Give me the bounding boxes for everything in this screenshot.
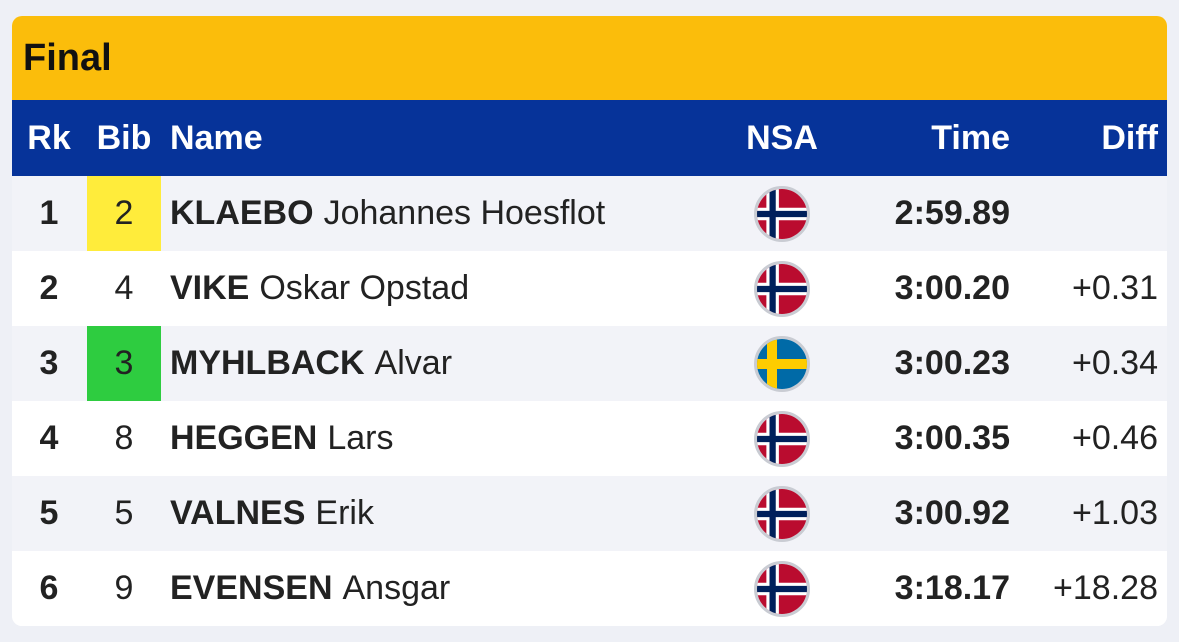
diff-cell (1012, 176, 1158, 251)
norway-flag-icon (754, 260, 810, 317)
athlete-surname: EVENSEN (170, 569, 333, 607)
rank-cell: 2 (39, 269, 59, 307)
table-row-3[interactable]: 3 3 MYHLBACK Alvar 3:00.23 +0.34 (12, 326, 1167, 401)
bib-cell: 3 (87, 326, 161, 401)
bib-cell: 2 (87, 176, 161, 251)
athlete-surname: KLAEBO (170, 194, 314, 232)
header-name[interactable]: Name (170, 118, 263, 157)
athlete-surname: MYHLBACK (170, 344, 365, 382)
athlete-given-name: Lars (327, 419, 394, 457)
table-row-2[interactable]: 2 4 VIKE Oskar Opstad 3:00.20 +0.31 (12, 251, 1167, 326)
athlete-name[interactable]: VIKE Oskar Opstad (170, 251, 730, 326)
rank-cell: 5 (39, 494, 59, 532)
table-row-1[interactable]: 1 2 KLAEBO Johannes Hoesflot 2:59.89 (12, 176, 1167, 251)
athlete-surname: VIKE (170, 269, 250, 307)
header-rank[interactable]: Rk (27, 118, 71, 157)
time-cell: 3:00.92 (894, 494, 1010, 532)
results-card: Final Rk Bib Name NSA Time Diff 1 2 KLAE… (12, 16, 1167, 626)
table-row-6[interactable]: 6 9 EVENSEN Ansgar 3:18.17 +18.28 (12, 551, 1167, 626)
title-bar: Final (12, 16, 1167, 100)
bib-number: 4 (114, 269, 134, 307)
norway-flag-icon (754, 560, 810, 617)
bib-cell: 8 (87, 401, 161, 476)
bib-number: 5 (114, 494, 134, 532)
bib-number: 9 (114, 569, 134, 607)
nsa-cell (730, 401, 834, 476)
table-row-4[interactable]: 4 8 HEGGEN Lars 3:00.35 +0.46 (12, 401, 1167, 476)
athlete-given-name: Erik (315, 494, 374, 532)
time-cell: 3:00.35 (894, 419, 1010, 457)
time-cell: 3:00.23 (894, 344, 1010, 382)
time-cell: 3:00.20 (894, 269, 1010, 307)
norway-flag-icon (754, 485, 810, 542)
table-header: Rk Bib Name NSA Time Diff (12, 100, 1167, 176)
norway-flag-icon (754, 410, 810, 467)
athlete-given-name: Oskar Opstad (259, 269, 470, 307)
athlete-given-name: Alvar (374, 344, 453, 382)
diff-cell: +1.03 (1071, 494, 1158, 532)
diff-cell: +0.46 (1071, 419, 1158, 457)
rank-cell: 6 (39, 569, 59, 607)
bib-number: 3 (87, 326, 161, 401)
athlete-name[interactable]: KLAEBO Johannes Hoesflot (170, 176, 730, 251)
diff-cell: +0.31 (1071, 269, 1158, 307)
bib-cell: 5 (87, 476, 161, 551)
diff-cell: +0.34 (1071, 344, 1158, 382)
bib-number: 2 (87, 176, 161, 251)
bib-cell: 9 (87, 551, 161, 626)
time-cell: 3:18.17 (894, 569, 1010, 607)
diff-cell: +18.28 (1053, 569, 1158, 607)
results-table-body: 1 2 KLAEBO Johannes Hoesflot 2:59.89 2 4… (12, 176, 1167, 626)
nsa-cell (730, 326, 834, 401)
athlete-given-name: Johannes Hoesflot (323, 194, 606, 232)
bib-number: 8 (114, 419, 134, 457)
athlete-given-name: Ansgar (342, 569, 451, 607)
athlete-surname: HEGGEN (170, 419, 318, 457)
rank-cell: 1 (39, 194, 59, 232)
page-title: Final (23, 36, 112, 79)
nsa-cell (730, 476, 834, 551)
time-cell: 2:59.89 (894, 194, 1010, 232)
header-diff[interactable]: Diff (1101, 118, 1158, 157)
sweden-flag-icon (754, 335, 810, 392)
bib-cell: 4 (87, 251, 161, 326)
athlete-name[interactable]: VALNES Erik (170, 476, 730, 551)
nsa-cell (730, 176, 834, 251)
rank-cell: 3 (39, 344, 59, 382)
header-time[interactable]: Time (931, 118, 1010, 157)
header-bib[interactable]: Bib (96, 118, 152, 157)
rank-cell: 4 (39, 419, 59, 457)
athlete-name[interactable]: EVENSEN Ansgar (170, 551, 730, 626)
nsa-cell (730, 551, 834, 626)
table-row-5[interactable]: 5 5 VALNES Erik 3:00.92 +1.03 (12, 476, 1167, 551)
nsa-cell (730, 251, 834, 326)
athlete-name[interactable]: HEGGEN Lars (170, 401, 730, 476)
athlete-surname: VALNES (170, 494, 306, 532)
norway-flag-icon (754, 185, 810, 242)
athlete-name[interactable]: MYHLBACK Alvar (170, 326, 730, 401)
header-nsa[interactable]: NSA (746, 118, 818, 157)
